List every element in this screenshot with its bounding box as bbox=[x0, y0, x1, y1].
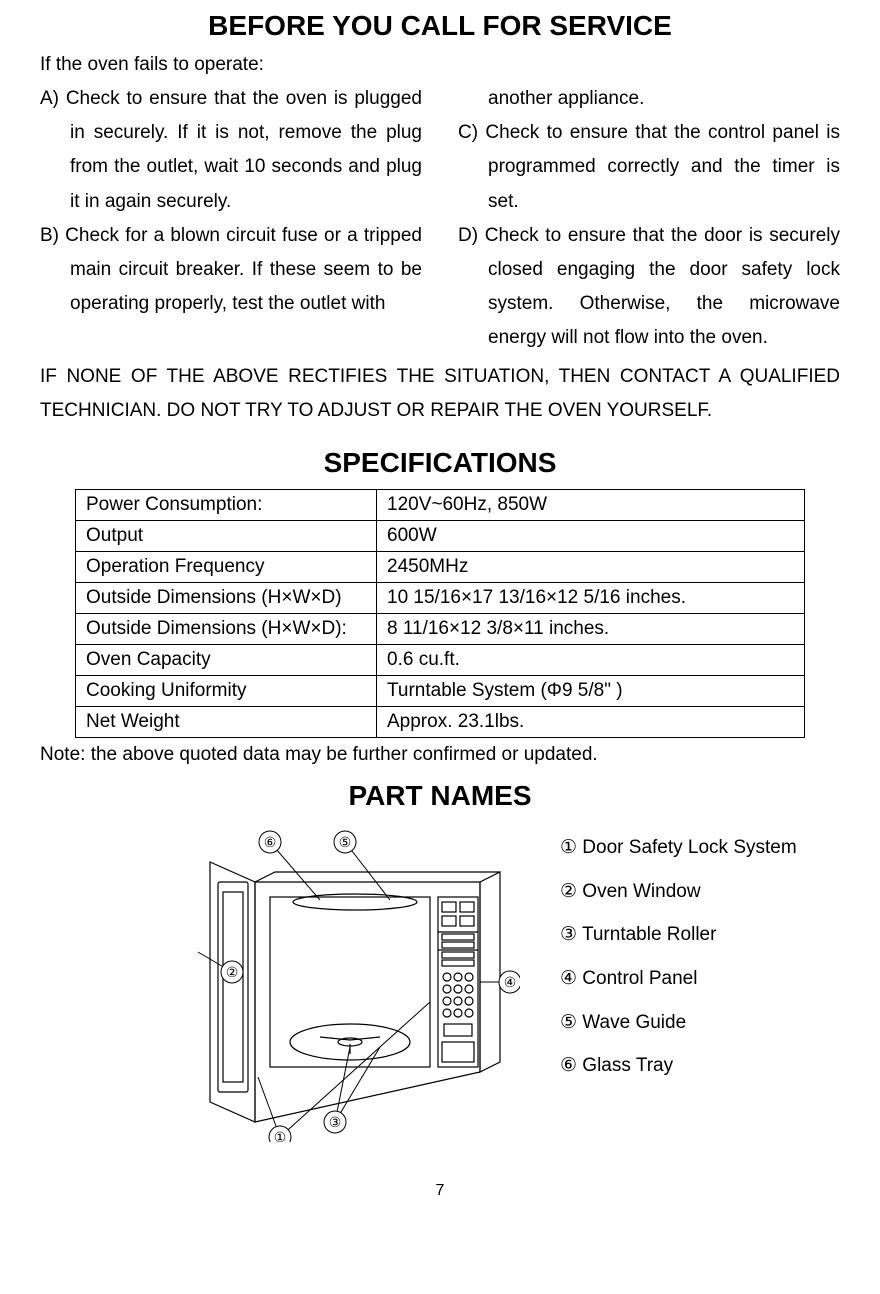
spec-value: Approx. 23.1lbs. bbox=[377, 706, 805, 737]
callout-3: ③ bbox=[329, 1114, 342, 1130]
list-item: ① Door Safety Lock System bbox=[560, 826, 797, 870]
right-column: another appliance. C) Check to ensure th… bbox=[458, 82, 840, 356]
spec-label: Outside Dimensions (H×W×D) bbox=[76, 582, 377, 613]
page-number: 7 bbox=[40, 1182, 840, 1200]
heading-specifications: SPECIFICATIONS bbox=[40, 447, 840, 479]
table-row: Power Consumption:120V~60Hz, 850W bbox=[76, 489, 805, 520]
item-b: B) Check for a blown circuit fuse or a t… bbox=[40, 219, 422, 322]
spec-label: Oven Capacity bbox=[76, 644, 377, 675]
table-row: Operation Frequency2450MHz bbox=[76, 551, 805, 582]
intro-line: If the oven fails to operate: bbox=[40, 54, 840, 76]
table-row: Output600W bbox=[76, 520, 805, 551]
callout-2: ② bbox=[226, 964, 239, 980]
spec-value: 10 15/16×17 13/16×12 5/16 inches. bbox=[377, 582, 805, 613]
spec-value: 8 11/16×12 3/8×11 inches. bbox=[377, 613, 805, 644]
table-row: Oven Capacity0.6 cu.ft. bbox=[76, 644, 805, 675]
callout-1: ① bbox=[274, 1129, 287, 1142]
left-column: A) Check to ensure that the oven is plug… bbox=[40, 82, 422, 356]
heading-part-names: PART NAMES bbox=[40, 780, 840, 812]
spec-value: Turntable System (Φ9 5/8" ) bbox=[377, 675, 805, 706]
specs-note: Note: the above quoted data may be furth… bbox=[40, 744, 840, 766]
footer-warning: IF NONE OF THE ABOVE RECTIFIES THE SITUA… bbox=[40, 360, 840, 428]
list-item: ⑥ Glass Tray bbox=[560, 1044, 797, 1088]
table-row: Cooking UniformityTurntable System (Φ9 5… bbox=[76, 675, 805, 706]
table-row: Net WeightApprox. 23.1lbs. bbox=[76, 706, 805, 737]
item-d: D) Check to ensure that the door is secu… bbox=[458, 219, 840, 356]
spec-label: Outside Dimensions (H×W×D): bbox=[76, 613, 377, 644]
list-item: ④ Control Panel bbox=[560, 957, 797, 1001]
parts-list: ① Door Safety Lock System② Oven Window③ … bbox=[560, 822, 797, 1142]
spec-value: 120V~60Hz, 850W bbox=[377, 489, 805, 520]
part-names-section: ⑥ ⑤ ② ④ ③ ① ① Door Safety Lock System② O… bbox=[40, 822, 840, 1142]
spec-value: 0.6 cu.ft. bbox=[377, 644, 805, 675]
spec-table: Power Consumption:120V~60Hz, 850WOutput6… bbox=[75, 489, 805, 738]
troubleshoot-columns: A) Check to ensure that the oven is plug… bbox=[40, 82, 840, 356]
spec-label: Output bbox=[76, 520, 377, 551]
spec-label: Operation Frequency bbox=[76, 551, 377, 582]
callout-5: ⑤ bbox=[339, 834, 352, 850]
callout-6: ⑥ bbox=[264, 834, 277, 850]
table-row: Outside Dimensions (H×W×D)10 15/16×17 13… bbox=[76, 582, 805, 613]
spec-value: 2450MHz bbox=[377, 551, 805, 582]
list-item: ⑤ Wave Guide bbox=[560, 1001, 797, 1045]
list-item: ② Oven Window bbox=[560, 870, 797, 914]
item-c: C) Check to ensure that the control pane… bbox=[458, 116, 840, 219]
list-item: ③ Turntable Roller bbox=[560, 913, 797, 957]
callout-4: ④ bbox=[504, 974, 517, 990]
table-row: Outside Dimensions (H×W×D):8 11/16×12 3/… bbox=[76, 613, 805, 644]
item-a: A) Check to ensure that the oven is plug… bbox=[40, 82, 422, 219]
heading-before-service: BEFORE YOU CALL FOR SERVICE bbox=[40, 10, 840, 42]
spec-value: 600W bbox=[377, 520, 805, 551]
item-b-cont: another appliance. bbox=[458, 82, 840, 116]
spec-label: Net Weight bbox=[76, 706, 377, 737]
spec-label: Cooking Uniformity bbox=[76, 675, 377, 706]
microwave-diagram: ⑥ ⑤ ② ④ ③ ① bbox=[180, 822, 520, 1142]
spec-label: Power Consumption: bbox=[76, 489, 377, 520]
